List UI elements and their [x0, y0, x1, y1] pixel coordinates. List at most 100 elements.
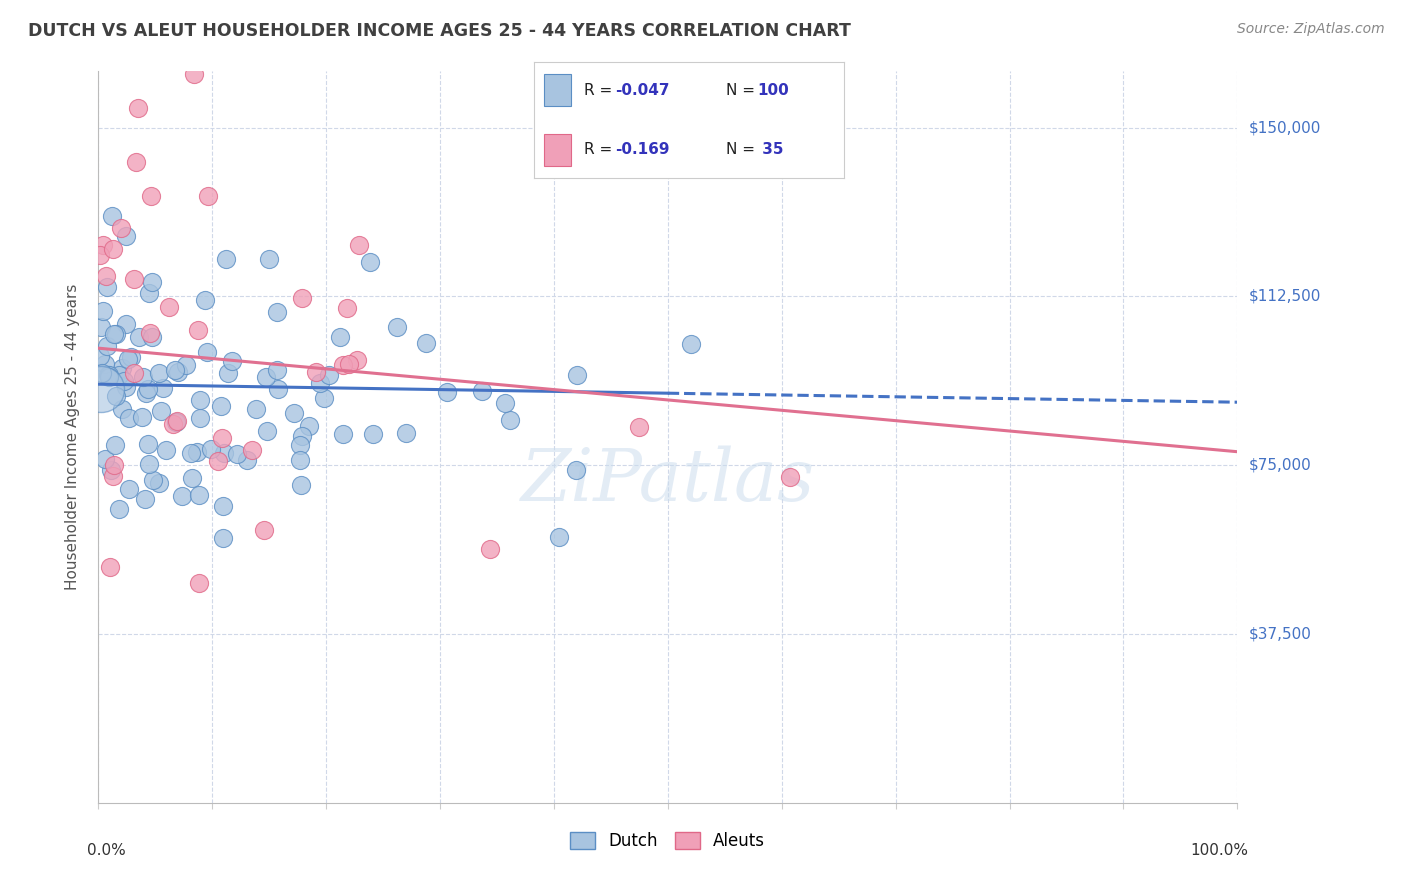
Point — [209, 399, 232, 413]
Point — [96, 280, 118, 294]
Point — [166, 366, 188, 380]
Point — [212, 531, 235, 545]
Point — [627, 420, 650, 434]
Point — [288, 437, 311, 451]
Point — [188, 392, 211, 407]
Point — [93, 452, 115, 467]
Point — [180, 446, 202, 460]
Point — [567, 368, 589, 383]
Point — [155, 443, 177, 458]
Point — [256, 425, 278, 439]
Point — [290, 477, 312, 491]
Point — [314, 391, 336, 405]
Point — [346, 353, 368, 368]
Point — [127, 101, 149, 115]
Legend: Dutch, Aleuts: Dutch, Aleuts — [564, 825, 772, 856]
Point — [100, 560, 122, 574]
Point — [195, 345, 218, 359]
Point — [134, 492, 156, 507]
Point — [211, 431, 233, 445]
Text: 0.0%: 0.0% — [87, 843, 125, 858]
Point — [117, 352, 139, 367]
Text: $37,500: $37,500 — [1249, 626, 1312, 641]
Point — [166, 414, 188, 428]
Point — [548, 530, 571, 544]
Point — [103, 326, 125, 341]
Point — [148, 475, 170, 490]
Point — [187, 488, 209, 502]
Point — [115, 379, 138, 393]
Point — [135, 386, 157, 401]
Point — [565, 463, 588, 477]
Point — [138, 457, 160, 471]
Point — [266, 363, 288, 377]
Point — [499, 412, 522, 426]
Point — [131, 409, 153, 424]
Point — [200, 442, 222, 456]
Point — [122, 366, 145, 380]
Point — [385, 320, 408, 334]
Point — [94, 268, 117, 283]
Point — [309, 376, 332, 390]
Text: Source: ZipAtlas.com: Source: ZipAtlas.com — [1237, 22, 1385, 37]
Bar — [544, 74, 571, 106]
Point — [395, 426, 418, 441]
Point — [240, 443, 263, 458]
Text: ZiPatlas: ZiPatlas — [520, 446, 815, 516]
Point — [361, 426, 384, 441]
Point — [162, 417, 184, 431]
Point — [297, 419, 319, 434]
Point — [215, 252, 238, 266]
Point — [180, 471, 202, 485]
Point — [291, 429, 314, 443]
Point — [779, 470, 801, 484]
Point — [318, 368, 340, 382]
Point — [347, 238, 370, 252]
Point — [305, 365, 328, 379]
Point — [141, 275, 163, 289]
Point — [359, 255, 381, 269]
Point — [115, 317, 138, 331]
Point — [183, 67, 205, 81]
Point — [142, 473, 165, 487]
Point — [165, 415, 187, 429]
Point — [120, 350, 142, 364]
Point — [94, 357, 117, 371]
Point — [194, 293, 217, 308]
Point — [188, 411, 211, 425]
Point — [266, 305, 288, 319]
Point — [149, 404, 172, 418]
Bar — [544, 134, 571, 166]
Text: -0.047: -0.047 — [614, 83, 669, 98]
Point — [100, 463, 122, 477]
Point — [291, 291, 314, 305]
Point — [115, 228, 138, 243]
Point — [101, 242, 124, 256]
Text: 100.0%: 100.0% — [1191, 843, 1249, 858]
Point — [212, 446, 235, 460]
Point — [212, 500, 235, 514]
Point — [98, 368, 121, 382]
Point — [128, 329, 150, 343]
Point — [252, 524, 274, 538]
Point — [104, 438, 127, 452]
Point — [163, 362, 186, 376]
Point — [207, 454, 229, 468]
Point — [471, 384, 494, 398]
Point — [96, 339, 118, 353]
Point — [186, 445, 208, 459]
Point — [138, 285, 160, 300]
Y-axis label: Householder Income Ages 25 - 44 years: Householder Income Ages 25 - 44 years — [65, 284, 80, 591]
Point — [124, 155, 146, 169]
Point — [283, 406, 305, 420]
Point — [197, 189, 219, 203]
Point — [188, 575, 211, 590]
Point — [105, 389, 128, 403]
Text: R =: R = — [583, 83, 617, 98]
Text: -0.169: -0.169 — [614, 143, 669, 158]
Point — [174, 358, 197, 372]
Text: 100: 100 — [756, 83, 789, 98]
Point — [118, 482, 141, 496]
Point — [90, 320, 112, 334]
Point — [110, 360, 132, 375]
